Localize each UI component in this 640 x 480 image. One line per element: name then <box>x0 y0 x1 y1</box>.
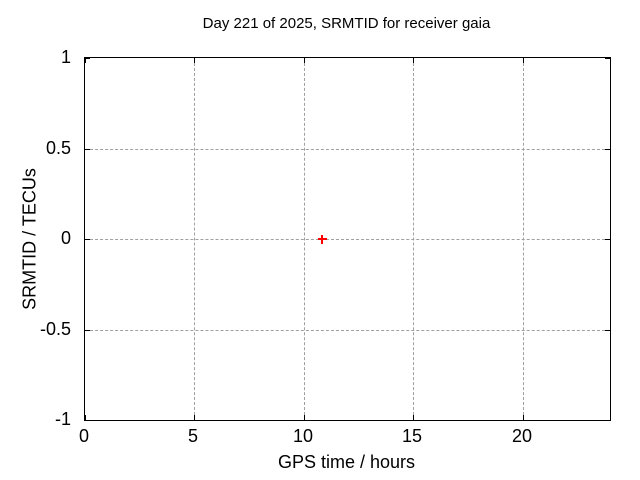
x-axis-label: GPS time / hours <box>277 452 416 472</box>
tick-mark <box>523 415 524 420</box>
chart-title: Day 221 of 2025, SRMTID for receiver gai… <box>202 15 491 32</box>
x-tick-label: 0 <box>78 426 89 446</box>
tick-mark <box>605 58 610 59</box>
tick-mark <box>194 415 195 420</box>
y-tick-label: 0 <box>60 228 71 248</box>
tick-mark <box>605 420 610 421</box>
tick-mark <box>85 239 90 240</box>
y-tick-label: -1 <box>54 409 71 429</box>
y-tick-label: -0.5 <box>39 319 71 339</box>
gridline <box>85 330 610 331</box>
tick-mark <box>413 415 414 420</box>
tick-mark <box>605 330 610 331</box>
tick-mark <box>304 58 305 63</box>
gridline <box>85 239 610 240</box>
tick-mark <box>523 58 524 63</box>
tick-mark <box>85 330 90 331</box>
tick-mark <box>85 415 86 420</box>
gridline <box>85 149 610 150</box>
tick-mark <box>85 420 90 421</box>
tick-mark <box>85 58 90 59</box>
plot-area <box>84 57 611 421</box>
tick-mark <box>413 58 414 63</box>
x-tick-label: 15 <box>401 426 423 446</box>
tick-mark <box>85 58 86 63</box>
y-tick-label: 0.5 <box>45 138 71 158</box>
tick-mark <box>194 58 195 63</box>
x-tick-label: 5 <box>187 426 198 446</box>
x-tick-label: 20 <box>511 426 533 446</box>
tick-mark <box>85 149 90 150</box>
data-point-marker <box>321 235 323 244</box>
tick-mark <box>304 415 305 420</box>
tick-mark <box>605 149 610 150</box>
tick-mark <box>605 239 610 240</box>
y-tick-label: 1 <box>60 47 71 67</box>
x-tick-label: 10 <box>292 426 314 446</box>
